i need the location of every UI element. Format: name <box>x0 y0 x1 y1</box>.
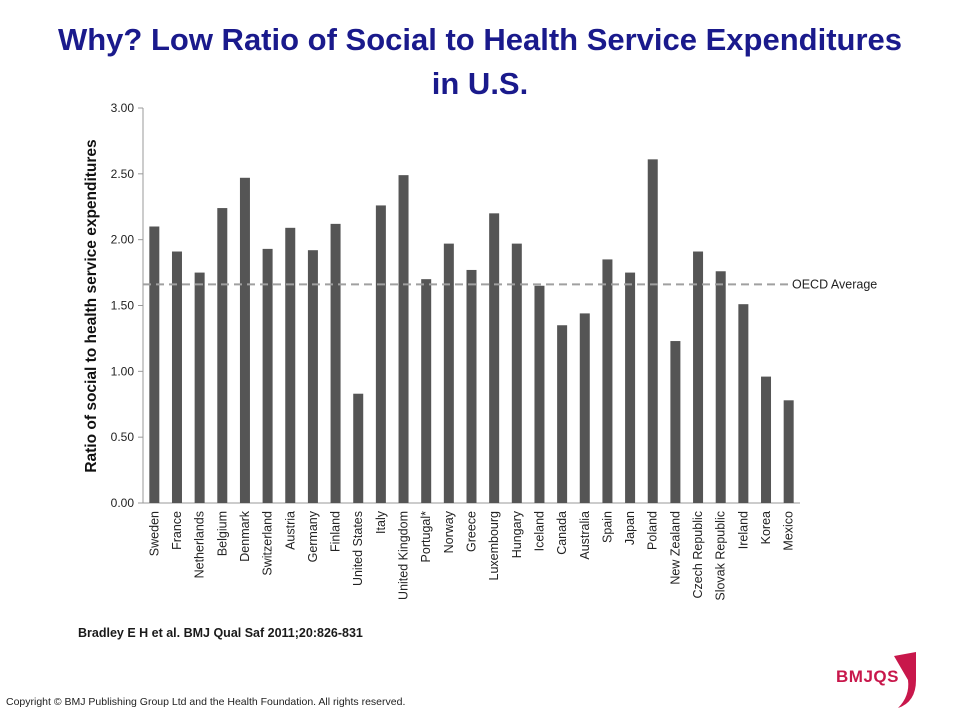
x-tick-label: Switzerland <box>261 511 275 576</box>
x-tick-label: Australia <box>578 511 592 560</box>
x-tick-label: Japan <box>623 511 637 545</box>
y-tick-label: 2.00 <box>111 233 135 247</box>
y-tick-label: 3.00 <box>111 101 135 115</box>
x-tick-label: Iceland <box>532 511 546 551</box>
bar <box>262 248 273 503</box>
x-tick-label: France <box>170 511 184 550</box>
slide-title: Why? Low Ratio of Social to Health Servi… <box>57 22 903 101</box>
x-tick-label: United Kingdom <box>397 511 411 600</box>
bar <box>443 243 454 503</box>
bar <box>307 250 318 503</box>
bar <box>670 341 681 503</box>
bar <box>647 159 658 503</box>
x-tick-label: Hungary <box>510 510 524 558</box>
x-tick-label: Czech Republic <box>691 511 705 599</box>
y-tick-label: 0.50 <box>111 430 135 444</box>
x-tick-label: Austria <box>283 511 297 550</box>
x-tick-label: Canada <box>555 511 569 555</box>
bar <box>602 259 613 503</box>
oecd-average-label: OECD Average <box>792 277 877 291</box>
y-tick-label: 0.00 <box>111 496 135 510</box>
bar <box>375 205 386 503</box>
x-tick-label: Ireland <box>736 511 750 549</box>
x-tick-label: Denmark <box>238 510 252 561</box>
x-tick-label: Sweden <box>147 511 161 556</box>
x-tick-label: Greece <box>465 511 479 552</box>
bar <box>489 213 500 504</box>
bar <box>511 243 522 503</box>
x-tick-label: United States <box>351 511 365 586</box>
x-tick-label: Poland <box>646 511 660 550</box>
x-tick-label: Luxembourg <box>487 511 501 581</box>
x-tick-label: Korea <box>759 511 773 544</box>
x-tick-label: Spain <box>600 511 614 543</box>
copyright-notice: Copyright © BMJ Publishing Group Ltd and… <box>6 696 406 708</box>
bar <box>239 177 250 504</box>
bar <box>421 279 432 503</box>
y-tick-label: 2.50 <box>111 167 135 181</box>
bar <box>149 226 160 503</box>
x-tick-label: Slovak Republic <box>714 511 728 601</box>
bar <box>783 400 794 503</box>
bar <box>398 175 409 503</box>
bar <box>693 251 704 503</box>
x-tick-label: Mexico <box>782 511 796 551</box>
bar <box>466 269 477 503</box>
bar <box>761 376 772 503</box>
citation: Bradley E H et al. BMJ Qual Saf 2011;20:… <box>78 626 363 640</box>
x-tick-label: Belgium <box>215 511 229 556</box>
bar <box>557 325 568 503</box>
x-tick-label: Germany <box>306 510 320 562</box>
bmjqs-logo: BMJQS <box>836 652 920 708</box>
x-tick-label: Italy <box>374 510 388 534</box>
bar <box>579 313 590 503</box>
bar <box>171 251 182 503</box>
bar <box>715 271 726 503</box>
bar <box>330 223 341 503</box>
logo-swoosh-icon <box>894 652 916 708</box>
x-tick-label: Norway <box>442 510 456 553</box>
y-tick-label: 1.00 <box>111 364 135 378</box>
x-tick-label: Portugal* <box>419 511 433 563</box>
x-tick-label: Netherlands <box>193 511 207 578</box>
bar <box>534 285 545 503</box>
bar <box>353 393 364 503</box>
bar <box>194 272 205 503</box>
bar <box>285 227 296 504</box>
bar <box>738 304 749 503</box>
y-axis-title: Ratio of social to health service expend… <box>83 139 100 472</box>
x-tick-label: Finland <box>329 511 343 552</box>
bar <box>625 272 636 503</box>
logo-text: BMJQS <box>836 667 899 686</box>
bar <box>217 208 228 504</box>
y-tick-label: 1.50 <box>111 299 135 313</box>
x-tick-label: New Zealand <box>668 511 682 585</box>
